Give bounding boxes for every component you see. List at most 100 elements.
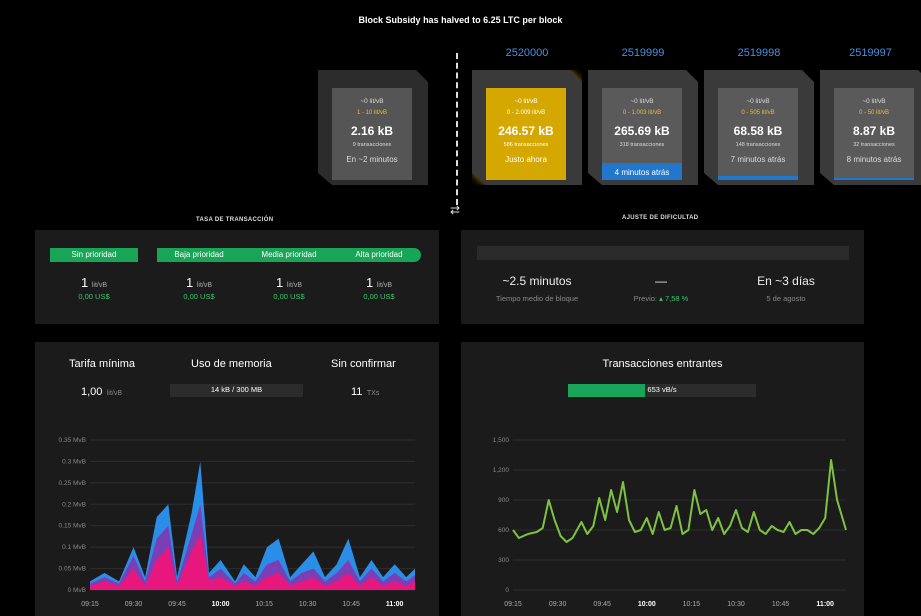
mined-block[interactable]: ~0 lit/vB 0 - 1.003 lit/vB 265.69 kB 318… xyxy=(588,70,698,185)
block-number[interactable]: 2519997 xyxy=(849,47,892,59)
block-size: 246.57 kB xyxy=(498,124,554,138)
unconfirmed-label: Sin confirmar xyxy=(331,358,396,370)
incoming-rate-value: 653 vB/s xyxy=(647,385,677,394)
fee-value: 1 xyxy=(80,275,89,290)
block-fee-range: 0 - 2.009 lit/vB xyxy=(506,110,546,116)
difficulty-eta: En ~3 días 5 de agosto xyxy=(731,274,841,303)
previous-label: Previo: xyxy=(633,294,658,303)
block-size: 8.87 kB xyxy=(852,124,896,138)
latest-block[interactable]: ~0 lit/vB 0 - 2.009 lit/vB 246.57 kB 586… xyxy=(472,70,582,185)
block-fee: ~0 lit/vB xyxy=(630,98,654,105)
fee-unit: lit/vB xyxy=(196,282,213,289)
incoming-rate-bar xyxy=(568,384,756,397)
min-fee-value: 1,00 xyxy=(81,386,103,398)
x-tick-label: 11:00 xyxy=(386,601,404,608)
x-tick-label: 10:45 xyxy=(342,601,360,608)
difficulty-change-value: — xyxy=(655,274,667,288)
block-fee-range: 0 - 50 lit/vB xyxy=(858,110,889,116)
y-tick-label: 0 MvB xyxy=(68,587,86,594)
block-fullness-bar xyxy=(602,163,682,180)
block-number[interactable]: 2519998 xyxy=(737,47,781,59)
block-size: 2.16 kB xyxy=(350,124,394,138)
memory-usage-value: 14 kB / 300 MB xyxy=(210,385,263,394)
incoming-line-chart: 0 300 600 900 1,200 1,500 09:15 09:30 09:45 10:00… xyxy=(493,437,847,608)
mined-block[interactable]: ~0 lit/vB 0 - 505 lit/vB 68.58 kB 148 tr… xyxy=(704,70,814,185)
fee-pill-medium-priority: Media prioridad xyxy=(241,248,337,262)
block-number[interactable]: 2520000 xyxy=(505,47,549,59)
latest-block-face: ~0 lit/vB 0 - 2.009 lit/vB 246.57 kB 586… xyxy=(486,88,566,180)
avg-block-time-value: ~2.5 minutos xyxy=(502,274,572,288)
block-tx-count: 318 transacciones xyxy=(619,142,665,148)
y-tick-label: 0.1 MvB xyxy=(62,544,86,551)
incoming-rate-fill xyxy=(568,384,646,397)
y-tick-label: 1,500 xyxy=(493,437,510,444)
avg-block-time: ~2.5 minutos Tiempo medio de bloque xyxy=(477,274,597,303)
pending-block-shape xyxy=(318,70,428,185)
fee-column: 1 lit/vB 0,00 US$ xyxy=(249,275,329,301)
mined-block-face: ~0 lit/vB 0 - 505 lit/vB 68.58 kB 148 tr… xyxy=(718,88,798,180)
min-fee: 1,00 lit/vB xyxy=(81,382,122,400)
latest-block-shape xyxy=(472,70,582,185)
x-tick-label: 10:00 xyxy=(638,601,656,608)
x-tick-label: 09:30 xyxy=(549,601,567,608)
block-tx-count: 9 transacciones xyxy=(352,142,392,148)
block-fee: ~0 lit/vB xyxy=(360,98,384,105)
y-tick-label: 600 xyxy=(498,527,509,534)
mined-block[interactable]: ~0 lit/vB 0 - 50 lit/vB 8.87 kB 32 trans… xyxy=(820,70,921,185)
fees-section-title: TASA DE TRANSACCIÓN xyxy=(196,217,274,223)
x-tick-label: 10:30 xyxy=(299,601,317,608)
x-tick-label: 09:45 xyxy=(168,601,186,608)
memory-usage-label: Uso de memoria xyxy=(191,358,272,370)
x-tick-label: 09:15 xyxy=(504,601,522,608)
x-tick-label: 10:15 xyxy=(683,601,701,608)
min-fee-label: Tarifa mínima xyxy=(69,358,136,370)
x-tick-label: 09:45 xyxy=(593,601,611,608)
pending-block[interactable]: ~0 lit/vB 1 - 10 lit/vB 2.16 kB 9 transa… xyxy=(318,70,428,185)
mempool-area-chart: 0 MvB 0.05 MvB 0.1 MvB 0.15 MvB 0.2 MvB 0.25 … xyxy=(59,437,415,608)
y-tick-label: 0.05 MvB xyxy=(59,566,86,573)
incoming-title: Transacciones entrantes xyxy=(602,358,723,370)
fee-usd: 0,00 US$ xyxy=(183,292,215,301)
difficulty-eta-value: En ~3 días xyxy=(757,274,815,288)
fee-unit: lit/vB xyxy=(91,282,108,289)
memory-usage-bar xyxy=(170,384,303,397)
fee-value: 1 xyxy=(275,275,284,290)
block-fullness-bar xyxy=(834,178,914,180)
fee-usd: 0,00 US$ xyxy=(273,292,305,301)
fee-column: 1 lit/vB 0,00 US$ xyxy=(159,275,239,301)
block-size: 68.58 kB xyxy=(733,124,783,138)
swap-direction-icon[interactable]: ⇄ xyxy=(450,203,461,217)
y-tick-label: 0.35 MvB xyxy=(59,437,86,444)
block-time: Justo ahora xyxy=(505,155,547,164)
block-time: 7 minutos atrás xyxy=(730,155,786,164)
block-fee: ~0 lit/vB xyxy=(514,98,538,105)
block-fee: ~0 lit/vB xyxy=(746,98,770,105)
fees-panel: Sin prioridad Baja prioridad Media prior… xyxy=(35,230,439,324)
fee-usd: 0,00 US$ xyxy=(78,292,110,301)
difficulty-section-title: AJUSTE DE DIFICULTAD xyxy=(622,215,699,221)
block-fullness-bar xyxy=(718,176,798,180)
block-fee-range: 0 - 1.003 lit/vB xyxy=(622,110,662,116)
x-tick-label: 11:00 xyxy=(816,601,834,608)
mined-block-face: ~0 lit/vB 0 - 1.003 lit/vB 265.69 kB 318… xyxy=(602,88,682,180)
x-tick-label: 09:30 xyxy=(125,601,143,608)
y-tick-label: 1,200 xyxy=(493,467,510,474)
x-tick-label: 10:00 xyxy=(212,601,230,608)
block-number[interactable]: 2519999 xyxy=(621,47,665,59)
difficulty-panel: ~2.5 minutos Tiempo medio de bloque — Pr… xyxy=(461,230,864,324)
incoming-panel: Transacciones entrantes 653 vB/s 0 300 600… xyxy=(461,342,864,616)
fee-unit: lit/vB xyxy=(376,282,393,289)
block-fee-range: 1 - 10 lit/vB xyxy=(356,110,387,116)
difficulty-eta-date: 5 de agosto xyxy=(766,294,806,303)
fee-column: 1 lit/vB 0,00 US$ xyxy=(339,275,419,301)
block-fee: ~0 lit/vB xyxy=(862,98,886,105)
mined-block-shape xyxy=(588,70,698,185)
mempool-divider xyxy=(456,53,458,205)
y-tick-label: 0 xyxy=(505,587,509,594)
y-tick-label: 0.2 MvB xyxy=(62,501,86,508)
halving-banner: Block Subsidy has halved to 6.25 LTC per… xyxy=(358,15,563,25)
line-series xyxy=(512,459,847,543)
fee-unit: lit/vB xyxy=(286,282,303,289)
block-tx-count: 32 transacciones xyxy=(853,142,895,148)
y-tick-label: 0.15 MvB xyxy=(59,523,86,530)
